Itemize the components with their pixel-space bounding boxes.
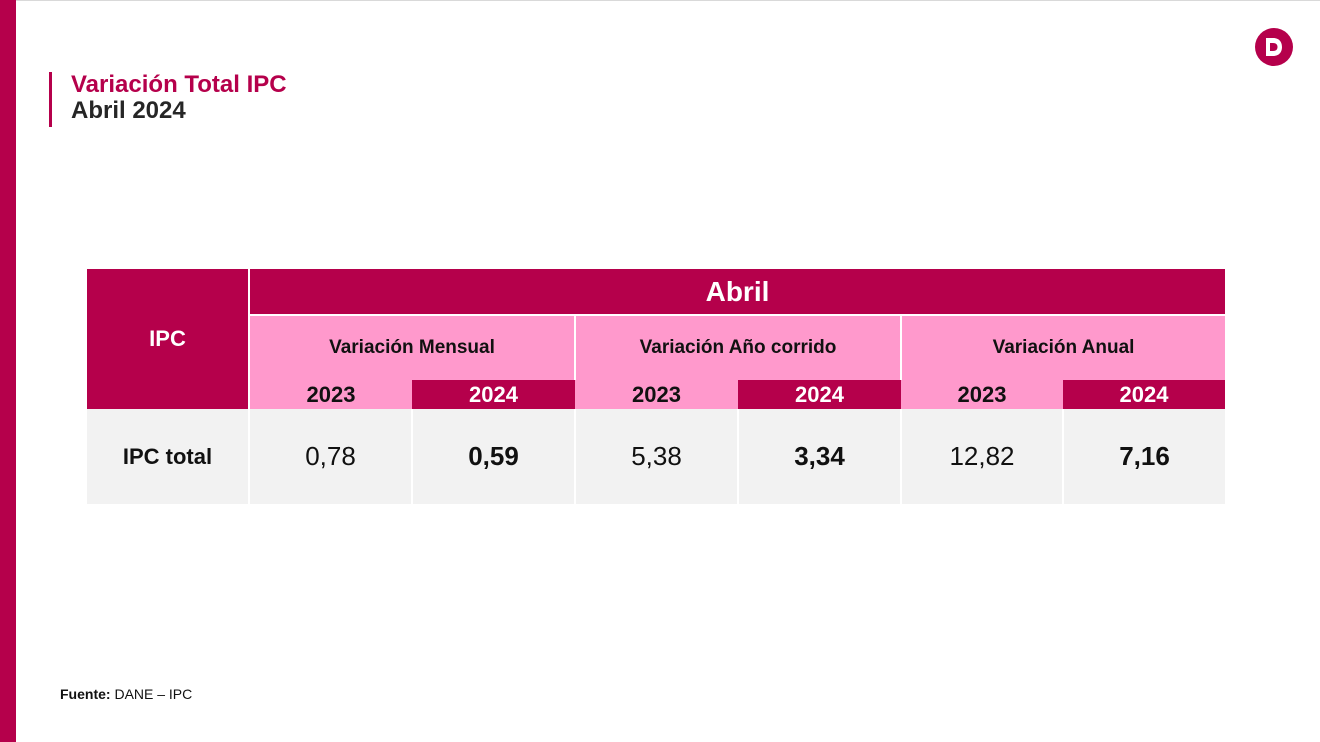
title-block: Variación Total IPC Abril 2024 xyxy=(49,72,287,127)
year-header: 2024 xyxy=(412,380,575,409)
value-cell: 3,34 xyxy=(738,409,902,504)
value-cell: 7,16 xyxy=(1063,409,1225,504)
ipc-table: IPC Abril Variación Mensual Variación Añ… xyxy=(87,269,1225,504)
top-divider xyxy=(0,0,1320,1)
table-header-row-period: IPC Abril xyxy=(87,269,1225,409)
year-header: 2023 xyxy=(575,380,738,409)
period-header: Abril xyxy=(249,269,1225,315)
dane-logo-icon xyxy=(1255,28,1293,66)
source-text: DANE – IPC xyxy=(114,686,193,702)
group-header-ano-corrido: Variación Año corrido xyxy=(575,314,902,380)
year-header: 2024 xyxy=(1063,380,1225,409)
logo-d-glyph xyxy=(1266,38,1282,56)
corner-header-ipc: IPC xyxy=(87,269,250,409)
group-header-anual: Variación Anual xyxy=(901,314,1225,380)
row-label-ipc-total: IPC total xyxy=(87,409,250,504)
table-header-row-years: 2023 2024 2023 2024 2023 2024 xyxy=(87,380,1225,409)
year-header: 2023 xyxy=(249,380,412,409)
table-header-row-groups: Variación Mensual Variación Año corrido … xyxy=(87,314,1225,380)
value-cell: 12,82 xyxy=(901,409,1064,504)
page-title: Variación Total IPC xyxy=(71,71,287,98)
table-row: IPC total 0,78 0,59 5,38 3,34 12,82 7,16 xyxy=(87,409,1225,504)
value-cell: 5,38 xyxy=(575,409,739,504)
page-subtitle: Abril 2024 xyxy=(71,97,186,124)
value-cell: 0,78 xyxy=(249,409,413,504)
source-note: Fuente: DANE – IPC xyxy=(60,686,192,702)
value-cell: 0,59 xyxy=(412,409,576,504)
source-label: Fuente: xyxy=(60,686,111,702)
year-header: 2024 xyxy=(738,380,901,409)
group-header-mensual: Variación Mensual xyxy=(249,314,576,380)
side-accent-bar xyxy=(0,0,16,742)
year-header: 2023 xyxy=(901,380,1063,409)
